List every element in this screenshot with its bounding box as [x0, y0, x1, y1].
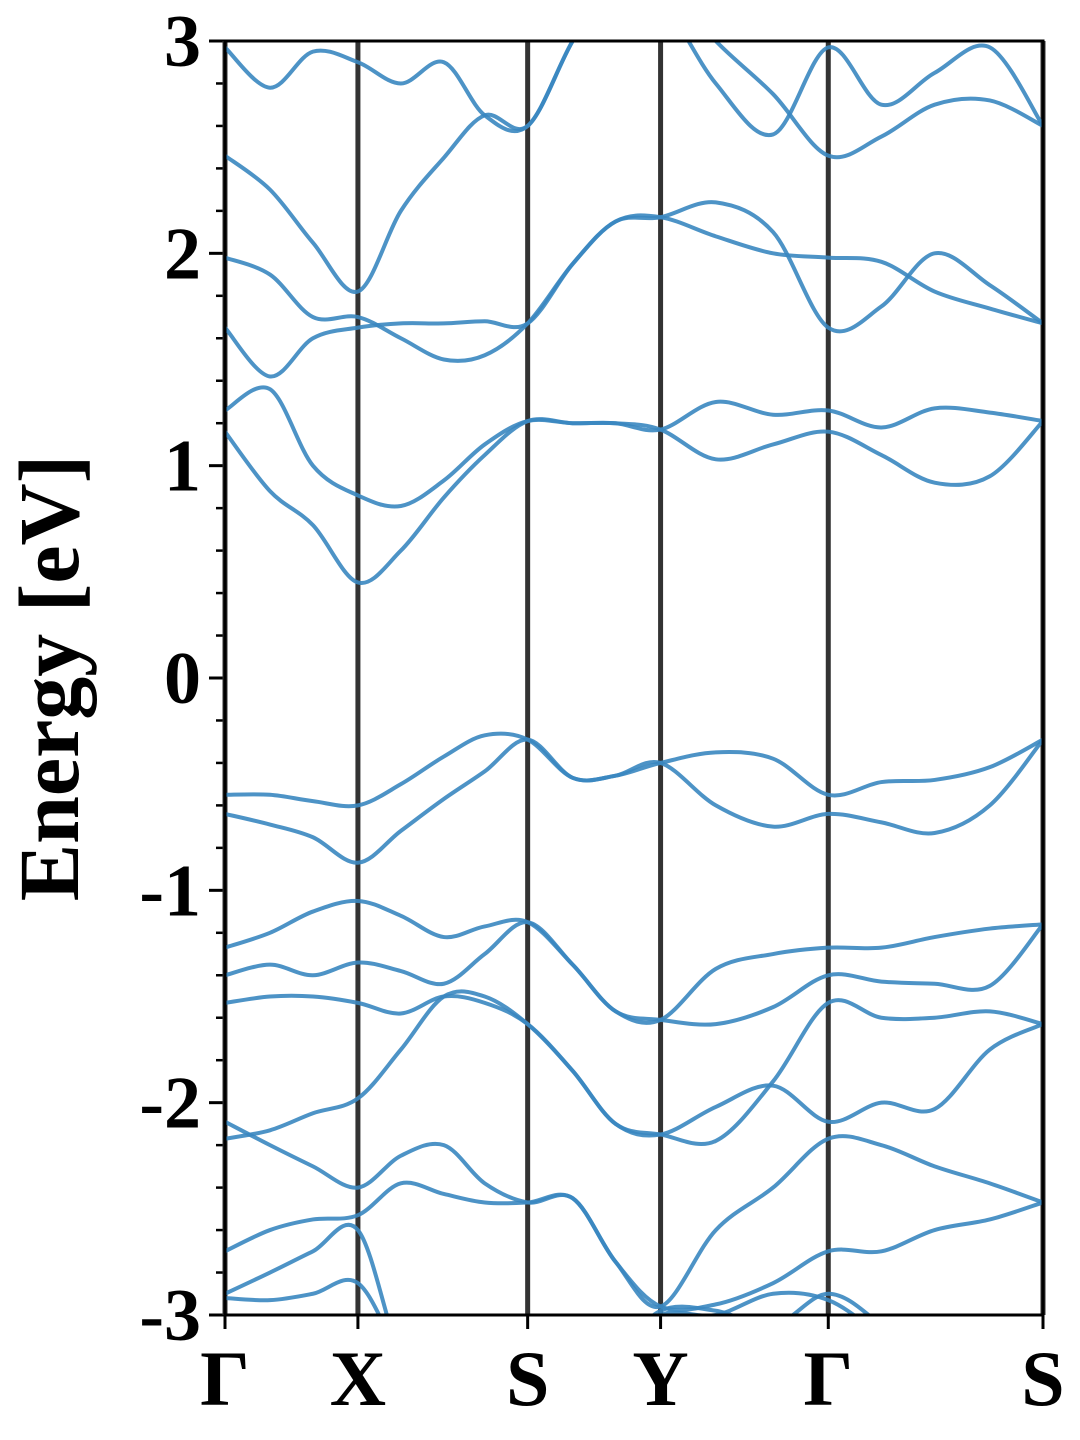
band-line	[225, 41, 1043, 294]
y-tick-label: 3	[164, 1, 201, 83]
band-line	[225, 1277, 858, 1315]
band-line	[225, 737, 1043, 865]
y-tick-label: -3	[139, 1275, 201, 1357]
y-tick-label: -1	[139, 850, 201, 932]
band-line	[225, 417, 1043, 585]
band-line	[225, 1180, 1043, 1312]
y-tick-label: -2	[139, 1063, 201, 1145]
x-tick-label: S	[1021, 1335, 1064, 1422]
y-tick-label: 1	[164, 426, 201, 508]
band-line	[225, 385, 1043, 509]
band-line	[225, 41, 1043, 138]
bands	[225, 41, 1043, 1315]
band-line	[225, 920, 1043, 1027]
y-tick-label: 2	[164, 213, 201, 295]
band-line	[225, 213, 1043, 379]
y-tick-label: 0	[164, 638, 201, 720]
x-tick-label: Γ	[803, 1335, 853, 1422]
x-tick-label: Γ	[200, 1335, 250, 1422]
x-tick-label: S	[506, 1335, 549, 1422]
x-tick-label: Y	[632, 1335, 688, 1422]
band-line	[225, 1222, 872, 1315]
band-line	[225, 898, 1043, 1025]
y-axis-label: Energy [eV]	[1, 455, 97, 902]
band-line	[225, 989, 1043, 1147]
plot-frame	[223, 39, 1045, 1317]
x-tick-label: X	[330, 1335, 386, 1422]
